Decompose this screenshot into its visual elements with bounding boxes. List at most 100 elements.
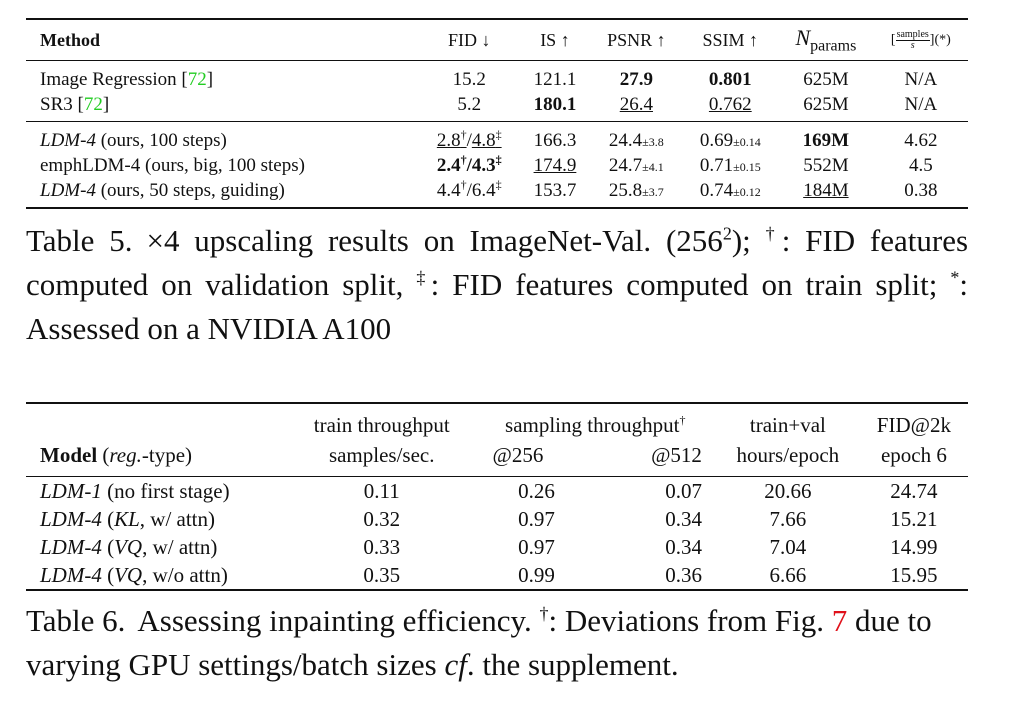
- ssim-cell: 0.74±0.12: [683, 178, 779, 208]
- s512-cell: 0.34: [665, 534, 702, 559]
- fid-b-value: 4.8: [471, 129, 496, 151]
- col-ssim: SSIM ↑: [702, 29, 759, 50]
- fid-b: 4.8‡: [471, 128, 502, 151]
- method-italic: LDM-4: [40, 179, 96, 201]
- method-text: Image Regression [: [40, 68, 188, 90]
- col-method: Method: [40, 29, 100, 50]
- model-detail-italic: VQ: [114, 562, 143, 587]
- table-5-caption: Table 5. ×4 upscaling results on ImageNet…: [26, 219, 968, 351]
- model-detail: (no first stage): [101, 478, 230, 503]
- model-detail: (: [101, 562, 115, 587]
- method-text: SR3 [: [40, 93, 84, 115]
- model-detail: , w/o attn): [142, 562, 228, 587]
- page-content: Method FID ↓ IS ↑ PSNR ↑ SSIM ↑ Nparams …: [26, 18, 968, 687]
- model-detail-italic: VQ: [114, 534, 143, 559]
- fid-a-value: 2.8: [436, 129, 461, 151]
- fid-cell: 14.99: [890, 534, 938, 559]
- trainval-cell: 7.04: [769, 534, 807, 559]
- fid-b-value: 6.4: [471, 179, 496, 201]
- col-samples-sec: samples/sec.: [328, 442, 435, 467]
- speed-den: s: [910, 39, 915, 51]
- col-nparams: Nparams: [778, 19, 874, 61]
- sampling-label: sampling throughput: [505, 412, 680, 437]
- caption-text: Assessing inpainting efficiency.: [137, 603, 540, 638]
- ssim-pm: ±0.15: [733, 159, 761, 174]
- psnr-pm: ±3.7: [642, 184, 664, 199]
- model-name: LDM-4: [40, 506, 102, 531]
- fid-a-sup: †: [460, 127, 467, 142]
- caption-sup: 2: [722, 223, 732, 244]
- ssim-cell: 0.801: [708, 68, 752, 90]
- model-label: Model: [40, 442, 98, 467]
- figure-link[interactable]: 7: [831, 603, 848, 638]
- caption-text: . the supplement.: [466, 647, 679, 682]
- speed-fraction: samples s: [895, 29, 930, 51]
- s512-cell: 0.34: [665, 506, 702, 531]
- caption-sup: †: [765, 223, 782, 244]
- fid-sep: /: [466, 179, 472, 201]
- method-cell: LDM-4 (ours, 50 steps, guiding): [26, 178, 419, 208]
- col-epoch-6: epoch 6: [880, 442, 947, 467]
- table-6: train throughput sampling throughput† tr…: [26, 402, 968, 591]
- table-row: emphLDM-4 (ours, big, 100 steps) 2.4†/4.…: [26, 153, 968, 178]
- ssim-value: 0.71: [699, 154, 734, 176]
- col-train-throughput: train throughput: [313, 412, 450, 437]
- method-text: (ours, 50 steps, guiding): [95, 179, 285, 201]
- citation-link[interactable]: 72: [83, 93, 103, 115]
- table-row: LDM-1 (no first stage) 0.11 0.26 0.07 20…: [26, 476, 968, 506]
- trainval-cell: 7.66: [769, 506, 807, 531]
- model-cell: LDM-4 (VQ, w/ attn): [26, 533, 289, 561]
- col-fid-2k: FID@2k: [876, 412, 951, 437]
- table-6-header-row-1: train throughput sampling throughput† tr…: [26, 403, 968, 440]
- method-cell: SR3 [72]: [26, 92, 419, 122]
- fid-cell: 2.8†/4.8‡: [419, 122, 520, 154]
- is-cell: 121.1: [533, 68, 577, 90]
- fid-cell: 4.4†/6.4‡: [419, 178, 520, 208]
- params-cell: 184M: [803, 179, 849, 201]
- psnr-cell: 27.9: [619, 68, 653, 90]
- fid-sep: /: [466, 129, 472, 151]
- model-cell: LDM-4 (KL, w/ attn): [26, 505, 289, 533]
- table-5-header-row: Method FID ↓ IS ↑ PSNR ↑ SSIM ↑ Nparams …: [26, 19, 968, 61]
- fid-cell: 5.2: [457, 93, 482, 115]
- fid-b-value: 4.3: [471, 154, 496, 176]
- params-cell: 625M: [803, 68, 849, 90]
- method-cell: Image Regression [72]: [26, 61, 419, 93]
- col-is: IS ↑: [540, 29, 570, 50]
- model-detail: (: [101, 534, 115, 559]
- fid-a-sup: †: [460, 152, 467, 167]
- trainval-cell: 6.66: [769, 562, 807, 587]
- col-model: Model (reg.-type): [26, 440, 289, 477]
- citation-link[interactable]: 72: [187, 68, 207, 90]
- psnr-value: 24.4: [608, 129, 643, 151]
- psnr-cell: 26.4: [619, 93, 653, 115]
- table-5: Method FID ↓ IS ↑ PSNR ↑ SSIM ↑ Nparams …: [26, 18, 968, 209]
- caption-italic: cf: [444, 647, 467, 682]
- s512-cell: 0.36: [665, 562, 702, 587]
- method-italic: LDM-4: [40, 129, 96, 151]
- col-speed: [samples s](*): [874, 19, 968, 61]
- caption-text: : FID features computed on validation sp…: [26, 223, 969, 302]
- model-name: LDM-4: [40, 562, 102, 587]
- sampling-sup: †: [679, 412, 686, 427]
- speed-cell: N/A: [904, 68, 938, 90]
- is-cell: 166.3: [533, 129, 577, 151]
- model-name: LDM-1: [40, 478, 102, 503]
- fid-cell: 24.74: [890, 478, 938, 503]
- params-cell: 552M: [803, 154, 849, 176]
- train-cell: 0.35: [363, 562, 401, 587]
- psnr-pm: ±3.8: [642, 134, 664, 149]
- caption-label: Table 6.: [26, 603, 126, 638]
- s512-cell: 0.07: [665, 478, 702, 503]
- caption-text: ×4 upscaling results on ImageNet-Val. (2…: [146, 223, 723, 258]
- psnr-pm: ±4.1: [642, 159, 664, 174]
- fid-cell: 15.21: [890, 506, 938, 531]
- table-row: LDM-4 (VQ, w/o attn) 0.35 0.99 0.36 6.66…: [26, 561, 968, 590]
- fid-b-sup: ‡: [495, 177, 502, 192]
- ssim-cell: 0.69±0.14: [683, 122, 779, 154]
- table-row: SR3 [72] 5.2 180.1 26.4 0.762 625M N/A: [26, 92, 968, 122]
- speed-cell: 0.38: [904, 179, 938, 201]
- params-cell: 169M: [802, 129, 850, 151]
- table-6-caption: Table 6. Assessing inpainting efficiency.…: [26, 599, 968, 687]
- model-name: LDM-4: [40, 534, 102, 559]
